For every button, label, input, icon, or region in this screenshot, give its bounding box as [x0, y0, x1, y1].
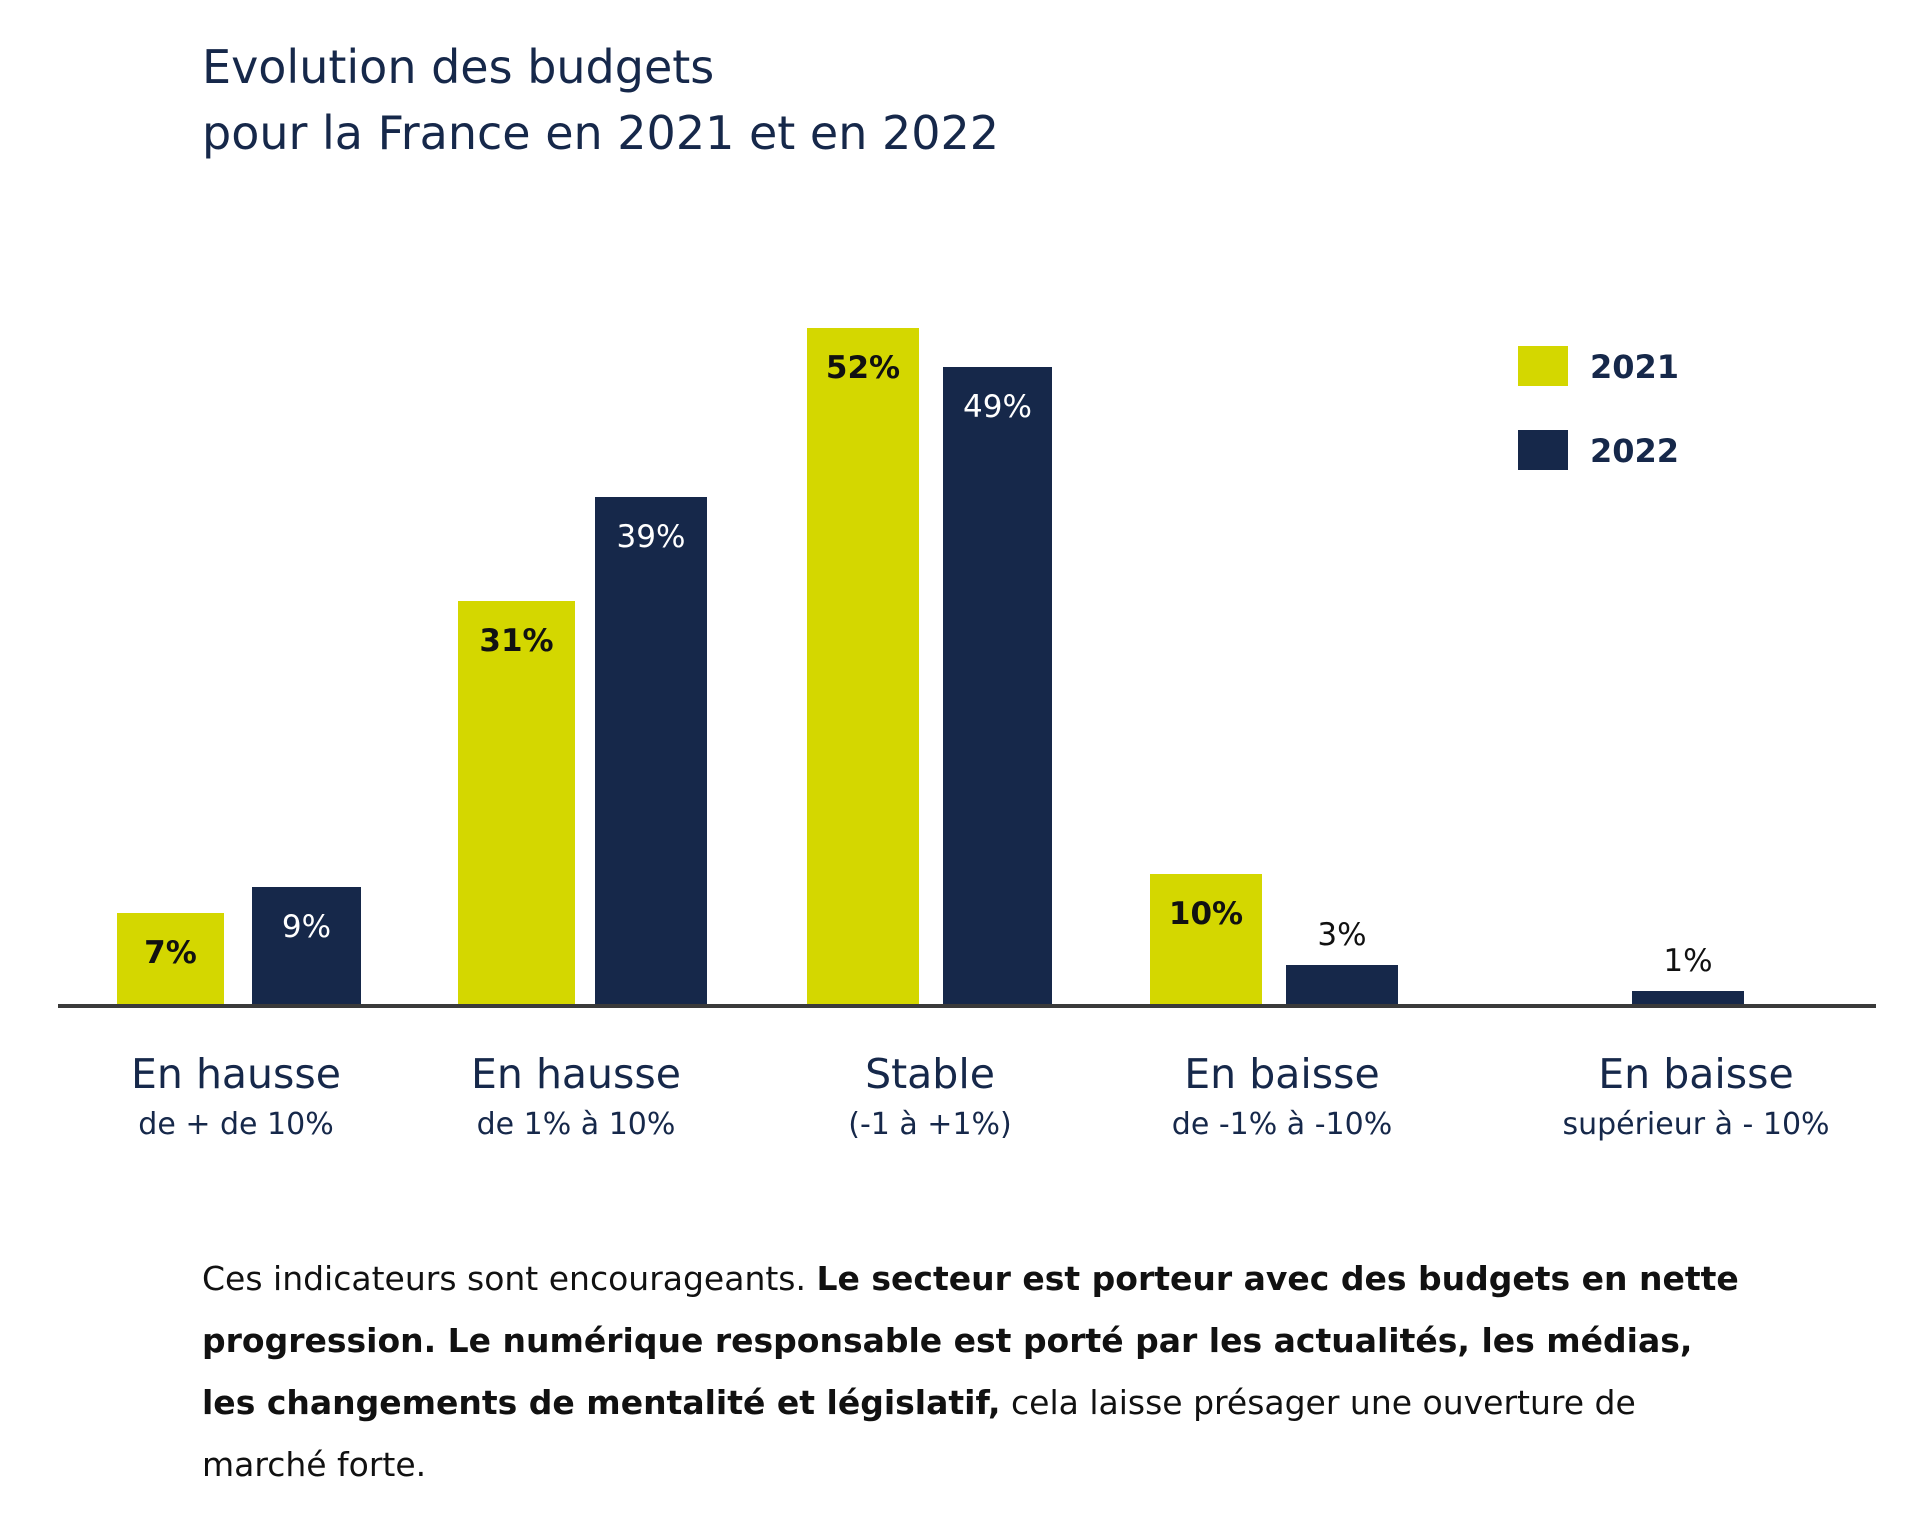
category-label-sub-4: de -1% à -10%	[1172, 1107, 1392, 1142]
category-label-sub-1: de + de 10%	[138, 1107, 333, 1142]
legend-swatch-2021	[1518, 346, 1568, 386]
data-label-2022-3: 49%	[963, 389, 1032, 425]
caption-intro: Ces indicateurs sont encourageants.	[202, 1259, 817, 1298]
bar-2021-3	[807, 328, 919, 1004]
category-label-main-1: En hausse	[131, 1050, 341, 1098]
bar-2022-1	[252, 887, 361, 1004]
data-label-2022-5: 1%	[1663, 943, 1712, 979]
category-label-sub-2: de 1% à 10%	[477, 1107, 676, 1142]
data-label-2021-4: 10%	[1169, 896, 1243, 932]
bar-2021-4	[1150, 874, 1262, 1004]
data-label-2022-4: 3%	[1317, 917, 1366, 953]
chart-title-line-1: Evolution des budgets	[202, 40, 715, 94]
data-label-2021-3: 52%	[826, 350, 900, 386]
data-label-2021-2: 31%	[479, 623, 553, 659]
bar-chart: 7% 31% 52% 10% 9% 39% 49% 3% 1% En hausse de + de …	[58, 328, 1876, 1142]
category-label-main-4: En baisse	[1184, 1050, 1379, 1098]
bar-2022-5	[1632, 991, 1744, 1004]
data-label-2022-2: 39%	[617, 519, 686, 555]
bar-2021-1	[117, 913, 224, 1004]
data-label-2021-1: 7%	[144, 935, 197, 971]
legend-swatch-2022	[1518, 430, 1568, 470]
bar-2022-3	[943, 367, 1052, 1004]
caption-outro: cela laisse présager une ouverture de ma…	[202, 1383, 1636, 1484]
caption-bold: Le secteur est porteur avec des budgets …	[202, 1259, 1739, 1422]
bar-2022-4	[1286, 965, 1398, 1004]
category-label-sub-3: (-1 à +1%)	[848, 1107, 1012, 1142]
legend-label-2021: 2021	[1590, 348, 1679, 386]
category-label-sub-5: supérieur à - 10%	[1562, 1107, 1829, 1142]
category-label-main-5: En baisse	[1598, 1050, 1793, 1098]
legend-label-2022: 2022	[1590, 432, 1679, 470]
category-label-main-2: En hausse	[471, 1050, 681, 1098]
caption-paragraph: Ces indicateurs sont encourageants. Le s…	[202, 1248, 1742, 1496]
chart-title: Evolution des budgets pour la France en …	[202, 34, 999, 166]
bar-2021-2	[458, 601, 575, 1004]
chart-title-line-2: pour la France en 2021 et en 2022	[202, 106, 1000, 160]
bar-2022-2	[595, 497, 707, 1004]
data-label-2022-1: 9%	[282, 909, 331, 945]
category-label-main-3: Stable	[865, 1050, 995, 1098]
